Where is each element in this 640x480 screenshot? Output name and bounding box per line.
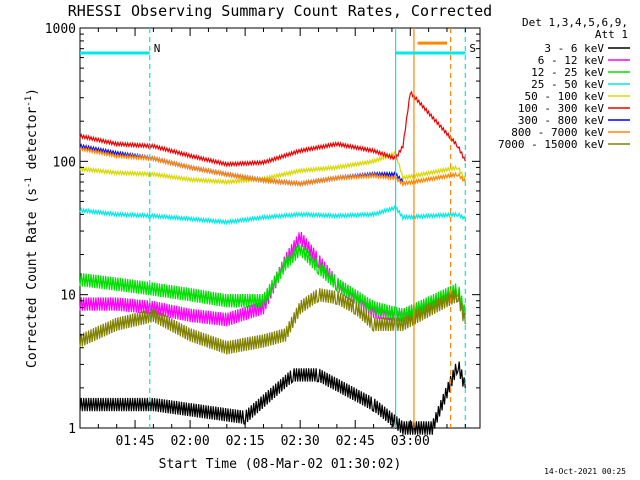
chart-title: RHESSI Observing Summary Count Rates, Co… (68, 2, 492, 20)
x-axis-label: Start Time (08-Mar-02 01:30:02) (159, 457, 402, 472)
x-tick-label: 02:00 (171, 434, 210, 449)
y-axis-label: Corrected Count Rate (s-1 detector-1) (24, 88, 40, 368)
legend-entry-label: 3 - 6 keV (544, 42, 604, 55)
legend-entry-label: 100 - 300 keV (518, 102, 604, 115)
series-traces (79, 90, 466, 435)
x-tick-label: 02:15 (226, 434, 265, 449)
legend-entry-label: 7000 - 15000 keV (498, 138, 604, 151)
legend-entry-label: 12 - 25 keV (531, 66, 604, 79)
series-line-100-300-kev (79, 90, 466, 168)
legend-entry-label: 6 - 12 keV (538, 54, 605, 67)
y-tick-label: 10 (60, 289, 76, 304)
series-line-3-6-kev (79, 361, 466, 435)
legend-entry-label: 800 - 7000 keV (511, 126, 604, 139)
series-line-7000-15000-kev (79, 288, 466, 355)
legend-header-line-1: Det 1,3,4,5,6,9, (522, 16, 628, 29)
plot-frame (79, 27, 481, 429)
footer-timestamp: 14-Oct-2021 00:25 (544, 467, 626, 476)
x-tick-label: 02:45 (336, 434, 375, 449)
flag-bar-label: S (469, 42, 476, 55)
flag-bar-label: N (154, 42, 161, 55)
x-tick-label: 02:30 (281, 434, 320, 449)
legend-header-line-2: Att 1 (595, 28, 628, 41)
y-tick-label: 1000 (45, 22, 76, 37)
series-line-50-100-kev (79, 150, 466, 186)
legend-entry-label: 50 - 100 keV (525, 90, 605, 103)
y-tick-label: 100 (53, 155, 76, 170)
axes: 1 10 100 1000 01:45 02:00 02:15 02:30 02:45 03:00 (45, 22, 480, 449)
x-tick-label: 03:00 (391, 434, 430, 449)
series-line-12-25-kev (79, 243, 466, 323)
series-line-25-50-kev (79, 204, 466, 226)
series-line-800-7000-kev (79, 145, 466, 188)
legend-entry-label: 300 - 800 keV (518, 114, 604, 127)
legend-entry-label: 25 - 50 keV (531, 78, 604, 91)
y-tick-label: 1 (68, 422, 76, 437)
x-tick-label: 01:45 (115, 434, 154, 449)
